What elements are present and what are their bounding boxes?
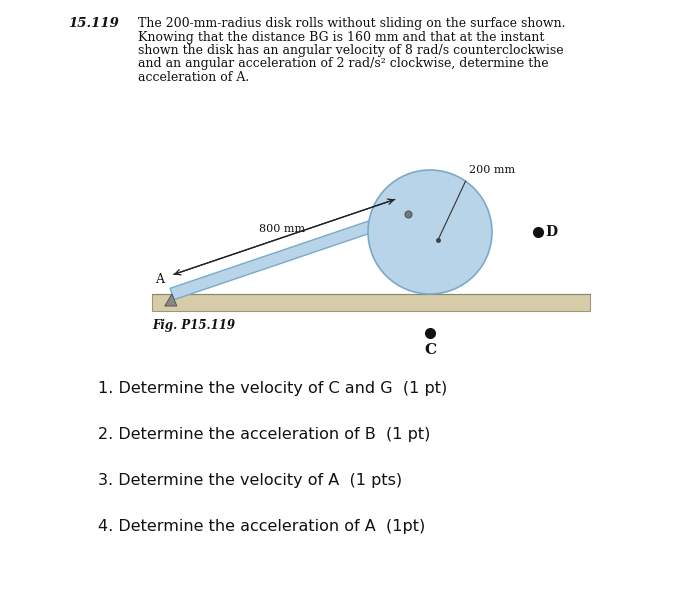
Text: G: G	[443, 243, 452, 256]
Text: C: C	[424, 343, 436, 357]
Circle shape	[368, 170, 492, 294]
Text: D: D	[545, 225, 557, 239]
Text: 1. Determine the velocity of C and G  (1 pt): 1. Determine the velocity of C and G (1 …	[98, 381, 447, 396]
Text: acceleration of A.: acceleration of A.	[138, 71, 249, 84]
Text: 4. Determine the acceleration of A  (1pt): 4. Determine the acceleration of A (1pt)	[98, 519, 426, 534]
Polygon shape	[170, 209, 410, 300]
Text: and an angular acceleration of 2 rad/s² clockwise, determine the: and an angular acceleration of 2 rad/s² …	[138, 57, 549, 70]
Text: 2. Determine the acceleration of B  (1 pt): 2. Determine the acceleration of B (1 pt…	[98, 427, 430, 442]
Text: 15.119: 15.119	[68, 17, 119, 30]
Text: Knowing that the distance BG is 160 mm and that at the instant: Knowing that the distance BG is 160 mm a…	[138, 30, 545, 44]
Polygon shape	[152, 294, 590, 311]
Text: 200 mm: 200 mm	[468, 165, 514, 175]
Text: The 200-mm-radius disk rolls without sliding on the surface shown.: The 200-mm-radius disk rolls without sli…	[138, 17, 566, 30]
Text: 3. Determine the velocity of A  (1 pts): 3. Determine the velocity of A (1 pts)	[98, 473, 402, 488]
Text: A: A	[155, 273, 164, 286]
Polygon shape	[164, 294, 177, 306]
Text: 800 mm: 800 mm	[258, 224, 304, 234]
Text: Fig. P15.119: Fig. P15.119	[152, 319, 235, 332]
Text: shown the disk has an angular velocity of 8 rad/s counterclockwise: shown the disk has an angular velocity o…	[138, 44, 564, 57]
Text: B: B	[389, 191, 398, 204]
